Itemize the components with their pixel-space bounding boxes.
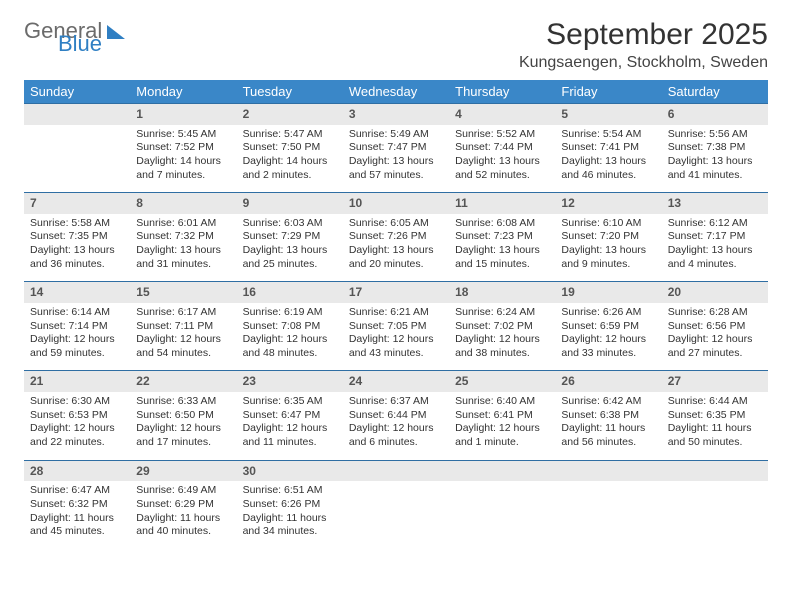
logo-text-blue: Blue (58, 35, 125, 54)
day-number-cell: 12 (555, 193, 661, 214)
day-detail-cell: Sunrise: 6:26 AMSunset: 6:59 PMDaylight:… (555, 303, 661, 371)
day-detail-row: Sunrise: 6:47 AMSunset: 6:32 PMDaylight:… (24, 481, 768, 549)
title-block: September 2025 Kungsaengen, Stockholm, S… (519, 18, 768, 72)
day-number-cell: 27 (662, 371, 768, 392)
day-detail-cell: Sunrise: 6:24 AMSunset: 7:02 PMDaylight:… (449, 303, 555, 371)
header: General Blue September 2025 Kungsaengen,… (24, 18, 768, 72)
day-detail-cell: Sunrise: 6:28 AMSunset: 6:56 PMDaylight:… (662, 303, 768, 371)
month-title: September 2025 (519, 18, 768, 52)
day-number-cell: 30 (237, 460, 343, 481)
day-detail-cell: Sunrise: 5:49 AMSunset: 7:47 PMDaylight:… (343, 125, 449, 193)
day-number-cell: 19 (555, 282, 661, 303)
day-detail-cell: Sunrise: 6:35 AMSunset: 6:47 PMDaylight:… (237, 392, 343, 460)
day-detail-cell: Sunrise: 6:12 AMSunset: 7:17 PMDaylight:… (662, 214, 768, 282)
day-number-cell: 17 (343, 282, 449, 303)
day-detail-cell: Sunrise: 6:37 AMSunset: 6:44 PMDaylight:… (343, 392, 449, 460)
day-detail-cell: Sunrise: 6:47 AMSunset: 6:32 PMDaylight:… (24, 481, 130, 549)
day-number-cell: 11 (449, 193, 555, 214)
day-number-cell (662, 460, 768, 481)
weekday-header: Monday (130, 80, 236, 104)
day-number-cell: 16 (237, 282, 343, 303)
day-number-cell: 2 (237, 104, 343, 125)
day-detail-cell: Sunrise: 6:21 AMSunset: 7:05 PMDaylight:… (343, 303, 449, 371)
day-number-cell: 25 (449, 371, 555, 392)
day-detail-cell (555, 481, 661, 549)
day-detail-cell: Sunrise: 6:10 AMSunset: 7:20 PMDaylight:… (555, 214, 661, 282)
day-number-cell: 24 (343, 371, 449, 392)
day-number-row: 21222324252627 (24, 371, 768, 392)
day-number-cell: 8 (130, 193, 236, 214)
day-number-cell (449, 460, 555, 481)
day-number-cell: 9 (237, 193, 343, 214)
location-label: Kungsaengen, Stockholm, Sweden (519, 54, 768, 72)
day-detail-cell: Sunrise: 6:14 AMSunset: 7:14 PMDaylight:… (24, 303, 130, 371)
day-number-cell: 15 (130, 282, 236, 303)
day-number-cell: 23 (237, 371, 343, 392)
day-number-row: 78910111213 (24, 193, 768, 214)
day-detail-row: Sunrise: 6:30 AMSunset: 6:53 PMDaylight:… (24, 392, 768, 460)
day-detail-cell: Sunrise: 6:44 AMSunset: 6:35 PMDaylight:… (662, 392, 768, 460)
day-detail-cell: Sunrise: 5:58 AMSunset: 7:35 PMDaylight:… (24, 214, 130, 282)
day-number-cell (555, 460, 661, 481)
day-detail-cell: Sunrise: 6:03 AMSunset: 7:29 PMDaylight:… (237, 214, 343, 282)
day-detail-cell: Sunrise: 5:45 AMSunset: 7:52 PMDaylight:… (130, 125, 236, 193)
day-detail-cell (449, 481, 555, 549)
day-number-cell: 10 (343, 193, 449, 214)
day-detail-cell: Sunrise: 6:40 AMSunset: 6:41 PMDaylight:… (449, 392, 555, 460)
day-number-cell: 29 (130, 460, 236, 481)
day-detail-cell: Sunrise: 6:51 AMSunset: 6:26 PMDaylight:… (237, 481, 343, 549)
weekday-header: Wednesday (343, 80, 449, 104)
day-number-cell: 20 (662, 282, 768, 303)
weekday-header: Sunday (24, 80, 130, 104)
day-number-cell (343, 460, 449, 481)
day-number-cell: 18 (449, 282, 555, 303)
day-detail-row: Sunrise: 5:58 AMSunset: 7:35 PMDaylight:… (24, 214, 768, 282)
day-detail-cell: Sunrise: 6:49 AMSunset: 6:29 PMDaylight:… (130, 481, 236, 549)
weekday-header: Friday (555, 80, 661, 104)
day-number-cell: 21 (24, 371, 130, 392)
day-detail-cell: Sunrise: 5:52 AMSunset: 7:44 PMDaylight:… (449, 125, 555, 193)
day-number-cell: 6 (662, 104, 768, 125)
day-number-cell: 14 (24, 282, 130, 303)
day-number-cell: 28 (24, 460, 130, 481)
day-detail-cell: Sunrise: 6:05 AMSunset: 7:26 PMDaylight:… (343, 214, 449, 282)
day-number-cell: 7 (24, 193, 130, 214)
day-number-cell: 26 (555, 371, 661, 392)
day-detail-cell (662, 481, 768, 549)
day-detail-cell: Sunrise: 6:01 AMSunset: 7:32 PMDaylight:… (130, 214, 236, 282)
weekday-header: Tuesday (237, 80, 343, 104)
day-detail-cell: Sunrise: 6:30 AMSunset: 6:53 PMDaylight:… (24, 392, 130, 460)
day-detail-cell: Sunrise: 6:42 AMSunset: 6:38 PMDaylight:… (555, 392, 661, 460)
day-number-row: 282930 (24, 460, 768, 481)
day-detail-cell: Sunrise: 5:56 AMSunset: 7:38 PMDaylight:… (662, 125, 768, 193)
day-number-cell: 5 (555, 104, 661, 125)
day-detail-cell: Sunrise: 6:33 AMSunset: 6:50 PMDaylight:… (130, 392, 236, 460)
weekday-header: Thursday (449, 80, 555, 104)
day-detail-cell: Sunrise: 6:08 AMSunset: 7:23 PMDaylight:… (449, 214, 555, 282)
weekday-header: Saturday (662, 80, 768, 104)
day-number-row: 14151617181920 (24, 282, 768, 303)
day-number-cell: 13 (662, 193, 768, 214)
day-number-cell (24, 104, 130, 125)
day-detail-cell: Sunrise: 6:19 AMSunset: 7:08 PMDaylight:… (237, 303, 343, 371)
day-detail-cell (343, 481, 449, 549)
calendar-table: Sunday Monday Tuesday Wednesday Thursday… (24, 80, 768, 549)
day-detail-cell: Sunrise: 5:54 AMSunset: 7:41 PMDaylight:… (555, 125, 661, 193)
day-detail-cell: Sunrise: 5:47 AMSunset: 7:50 PMDaylight:… (237, 125, 343, 193)
day-detail-cell (24, 125, 130, 193)
day-number-row: 123456 (24, 104, 768, 125)
weekday-header-row: Sunday Monday Tuesday Wednesday Thursday… (24, 80, 768, 104)
day-number-cell: 22 (130, 371, 236, 392)
brand-logo: General Blue (24, 18, 125, 53)
day-detail-cell: Sunrise: 6:17 AMSunset: 7:11 PMDaylight:… (130, 303, 236, 371)
day-number-cell: 3 (343, 104, 449, 125)
day-detail-row: Sunrise: 6:14 AMSunset: 7:14 PMDaylight:… (24, 303, 768, 371)
day-number-cell: 4 (449, 104, 555, 125)
day-detail-row: Sunrise: 5:45 AMSunset: 7:52 PMDaylight:… (24, 125, 768, 193)
day-number-cell: 1 (130, 104, 236, 125)
